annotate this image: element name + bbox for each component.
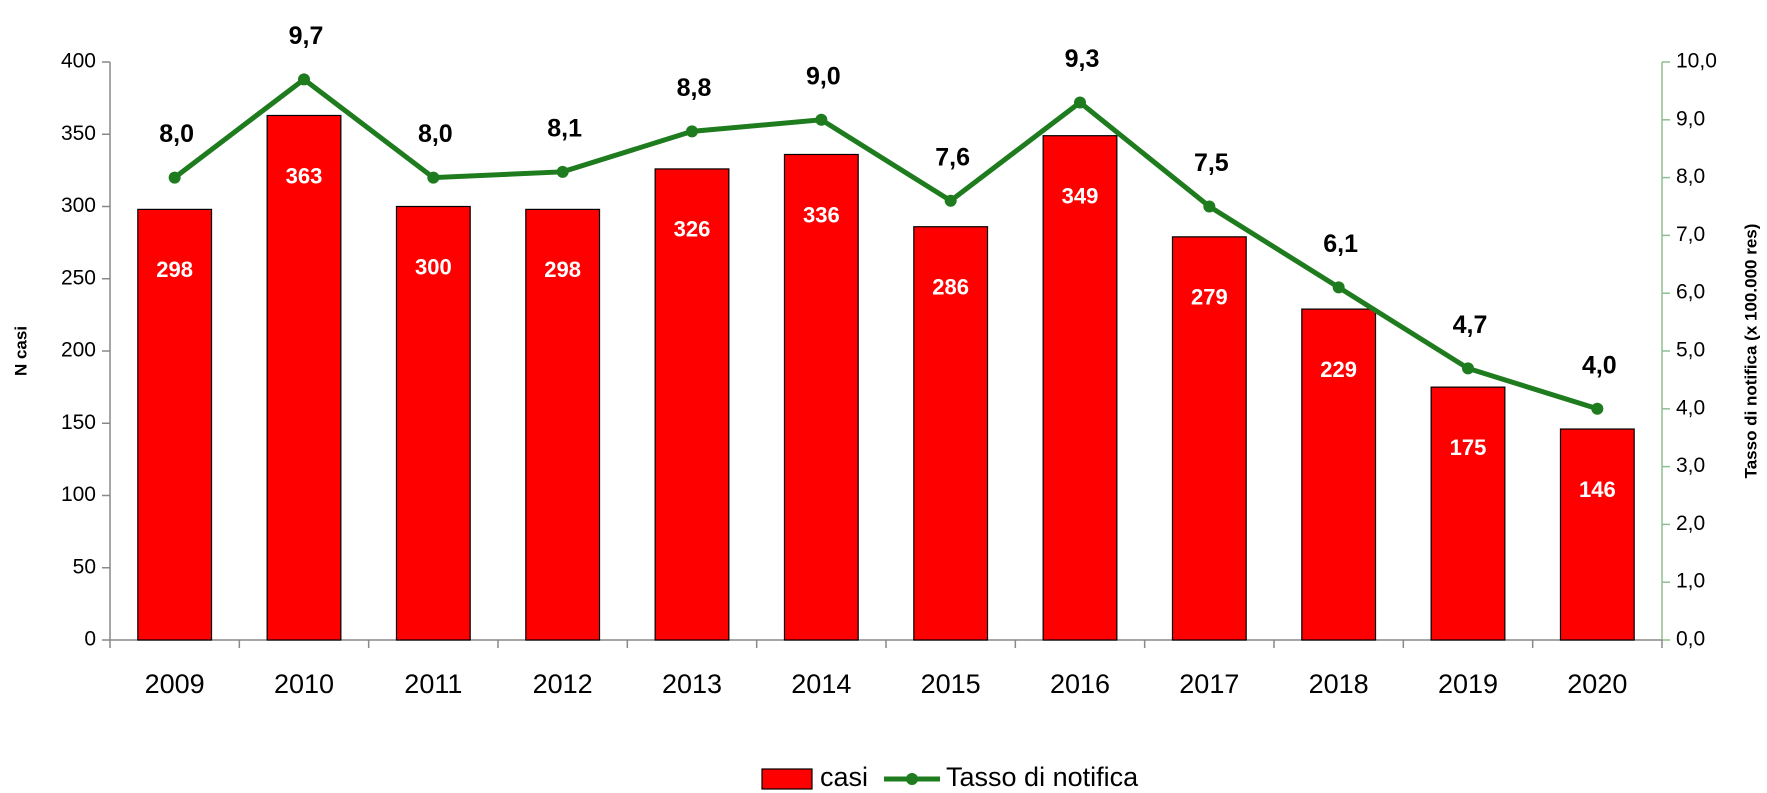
line-value-label: 9,7	[289, 22, 324, 50]
x-tick-label: 2018	[1309, 669, 1369, 699]
y2-tick-label: 9,0	[1676, 107, 1705, 130]
line-point	[298, 73, 310, 86]
x-tick-label: 2010	[274, 669, 334, 699]
bar	[654, 168, 730, 641]
y-tick-label: 0	[84, 628, 96, 651]
bar-value-label: 363	[286, 163, 323, 188]
bar	[525, 208, 601, 641]
y-axis-title: N casi	[11, 326, 30, 376]
y2-tick-label: 8,0	[1676, 165, 1705, 188]
bar-value-label: 298	[544, 257, 581, 282]
bar	[395, 205, 471, 641]
y-tick-label: 250	[61, 266, 96, 289]
x-tick-label: 2009	[145, 669, 205, 699]
y-tick-label: 100	[61, 483, 96, 506]
y2-axis-title: Tasso di notifica (x 100.000 res)	[1741, 224, 1760, 479]
line-value-label: 4,7	[1453, 311, 1488, 339]
line-point	[168, 171, 181, 184]
line-value-label: 9,3	[1065, 45, 1100, 73]
bar-value-label: 175	[1450, 435, 1487, 460]
x-tick-label: 2015	[921, 669, 981, 699]
bar	[1171, 236, 1247, 641]
legend-label: casi	[820, 762, 868, 792]
line-value-label: 8,0	[418, 120, 453, 148]
y-tick-label: 150	[61, 411, 96, 434]
line-value-label: 6,1	[1323, 230, 1358, 258]
y-tick-label: 50	[73, 555, 96, 578]
y2-tick-label: 5,0	[1676, 339, 1705, 362]
x-tick-label: 2017	[1179, 669, 1239, 699]
bar-value-label: 229	[1320, 357, 1357, 382]
line-value-label: 8,1	[547, 114, 582, 142]
line-value-label: 4,0	[1582, 351, 1617, 379]
bar	[1042, 135, 1118, 641]
line-value-label: 7,6	[935, 143, 970, 171]
line-point	[686, 125, 698, 138]
x-tick-label: 2014	[791, 669, 851, 699]
x-tick-label: 2016	[1050, 669, 1110, 699]
bar	[1559, 428, 1635, 641]
bar-value-label: 336	[803, 202, 840, 227]
y2-tick-label: 3,0	[1676, 454, 1705, 477]
line-point	[1332, 281, 1345, 294]
x-tick-label: 2013	[662, 669, 722, 699]
line-value-label: 7,5	[1194, 149, 1229, 177]
bar	[1430, 386, 1506, 641]
legend-label: Tasso di notifica	[946, 762, 1139, 792]
line-point	[815, 113, 828, 126]
line-point	[1203, 200, 1216, 213]
bar-value-label: 286	[932, 275, 969, 300]
line-value-label: 8,0	[159, 120, 194, 148]
y-tick-label: 300	[61, 194, 96, 217]
y2-tick-label: 0,0	[1676, 628, 1705, 651]
y2-tick-label: 2,0	[1676, 512, 1705, 535]
y-tick-label: 400	[61, 50, 96, 73]
y2-tick-label: 4,0	[1676, 396, 1705, 419]
line-point	[427, 171, 440, 184]
legend-swatch	[761, 768, 813, 790]
bar	[137, 208, 213, 641]
bar-value-label: 279	[1191, 285, 1228, 310]
line	[173, 76, 1599, 412]
y2-tick-label: 1,0	[1676, 570, 1705, 593]
bar-value-label: 298	[156, 257, 193, 282]
y2-tick-label: 6,0	[1676, 281, 1705, 304]
y2-tick-label: 7,0	[1676, 223, 1705, 246]
y-tick-label: 200	[61, 339, 96, 362]
y2-tick-label: 10,0	[1676, 50, 1717, 73]
line-point	[1462, 362, 1474, 375]
line-point	[1074, 96, 1086, 109]
bar-value-label: 349	[1062, 184, 1099, 209]
x-tick-label: 2011	[404, 669, 462, 699]
line-value-label: 9,0	[806, 62, 841, 90]
x-tick-label: 2019	[1438, 669, 1498, 699]
legend-swatch	[906, 773, 919, 785]
bar-value-label: 146	[1579, 477, 1616, 502]
line-point	[1591, 402, 1604, 415]
x-tick-label: 2020	[1567, 669, 1627, 699]
line-point	[944, 194, 957, 207]
line-point	[556, 165, 569, 178]
bar	[266, 114, 342, 641]
bar	[783, 153, 859, 641]
bar-value-label: 326	[674, 217, 711, 242]
bar-value-label: 300	[415, 254, 452, 279]
line-value-label: 8,8	[677, 74, 712, 102]
bar	[1301, 308, 1377, 641]
bar	[913, 226, 989, 641]
x-tick-label: 2012	[533, 669, 593, 699]
y-tick-label: 350	[61, 122, 96, 145]
